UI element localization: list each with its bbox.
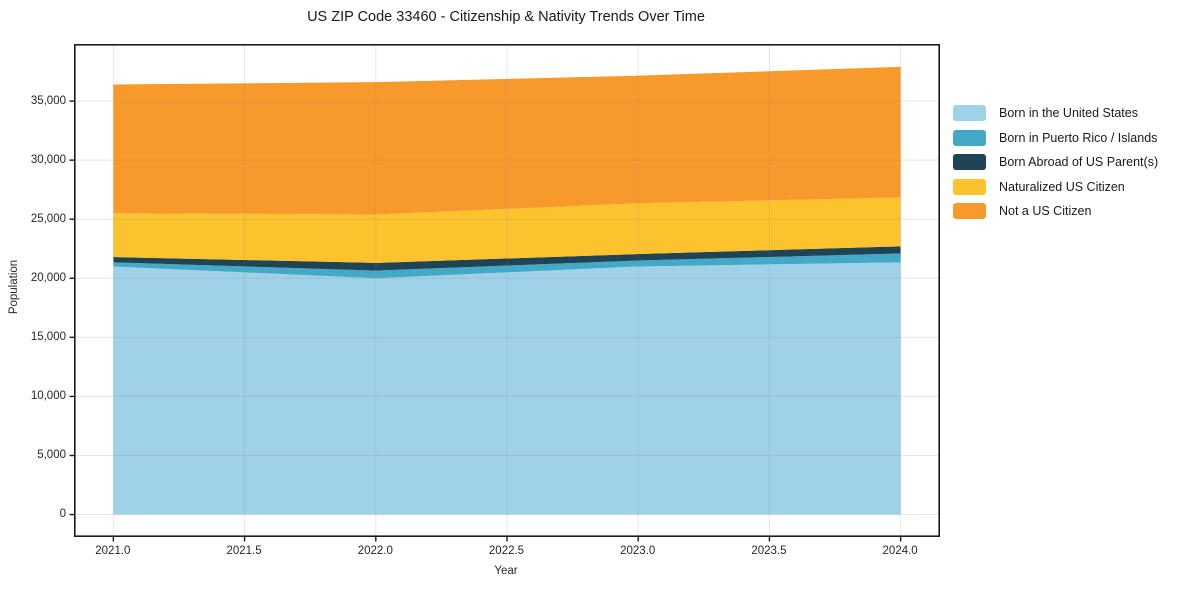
legend-item-born-abroad-of-us-parent-s: Born Abroad of US Parent(s) (953, 150, 1158, 175)
area-band-born-in-puerto-rico-islands (112, 252, 901, 278)
legend: Born in the United States Born in Puerto … (953, 101, 1158, 224)
legend-label: Born in the United States (999, 106, 1138, 121)
x-tick-label: 2022.0 (357, 545, 393, 557)
area-band-born-in-the-united-states (112, 261, 901, 515)
chart-title: US ZIP Code 33460 - Citizenship & Nativi… (307, 9, 705, 25)
stacked-area-chart (69, 43, 940, 541)
y-tick-label: 0 (59, 508, 66, 521)
legend-item-naturalized-us-citizen: Naturalized US Citizen (953, 175, 1158, 200)
x-tick-label: 2021.0 (95, 545, 131, 557)
x-tick-label: 2023.5 (751, 545, 787, 557)
area-band-born-abroad-of-us-parent-s (112, 245, 901, 271)
y-tick-label: 35,000 (30, 94, 66, 107)
y-tick-label: 30,000 (30, 153, 66, 166)
legend-swatch-icon (953, 178, 986, 195)
y-axis-label: Population (8, 259, 20, 315)
legend-swatch-icon (953, 203, 986, 220)
plot-frame (73, 43, 940, 537)
y-tick-label: 10,000 (30, 389, 66, 402)
legend-label: Not a US Citizen (999, 204, 1092, 219)
y-tick-label: 5,000 (37, 448, 66, 461)
area-band-naturalized-us-citizen (112, 196, 901, 263)
legend-item-born-in-puerto-rico-islands: Born in Puerto Rico / Islands (953, 126, 1158, 151)
legend-label: Naturalized US Citizen (999, 179, 1125, 194)
legend-item-born-in-the-united-states: Born in the United States (953, 101, 1158, 126)
legend-label: Born Abroad of US Parent(s) (999, 155, 1159, 170)
x-tick-label: 2022.5 (488, 545, 525, 557)
x-tick-label: 2023.0 (620, 545, 656, 557)
y-tick-label: 25,000 (30, 212, 66, 225)
y-tick-label: 15,000 (30, 330, 66, 343)
legend-swatch-icon (953, 129, 986, 146)
y-tick-label: 20,000 (30, 271, 66, 284)
legend-swatch-icon (953, 154, 986, 171)
legend-swatch-icon (953, 105, 986, 122)
area-band-not-a-us-citizen (112, 66, 901, 214)
x-axis-label: Year (494, 565, 518, 577)
x-tick-label: 2024.0 (882, 545, 918, 557)
legend-label: Born in Puerto Rico / Islands (999, 130, 1158, 145)
x-tick-label: 2021.5 (226, 545, 262, 557)
legend-item-not-a-us-citizen: Not a US Citizen (953, 199, 1158, 224)
